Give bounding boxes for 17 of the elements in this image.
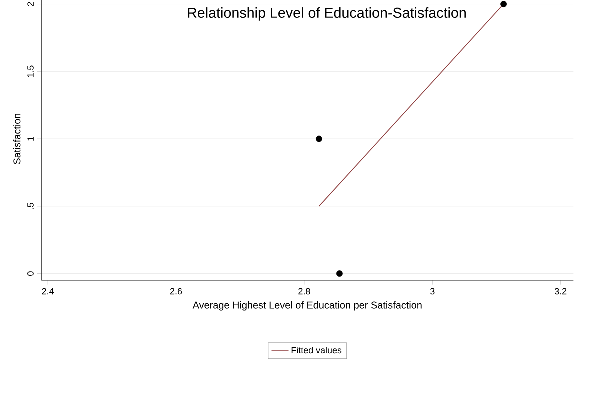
y-tick-label: 1.5 (28, 66, 34, 78)
y-tick-label: .5 (28, 203, 34, 210)
x-tick-label: 2.4 (42, 288, 54, 295)
y-axis-title: Satisfaction (13, 114, 21, 164)
point (500, 1, 507, 8)
x-tick-label: 3.2 (554, 288, 567, 295)
legend-label: Fitted values (292, 346, 342, 354)
x-tick-label: 3 (430, 288, 435, 295)
x-tick-label: 2.6 (170, 288, 182, 295)
y-tick-label: 2 (28, 2, 34, 6)
point (336, 270, 343, 278)
y-tick-label: 0 (28, 272, 34, 276)
x-tick-label: 2.8 (298, 288, 310, 295)
text: Relationship Level of Education-Satisfaction (188, 8, 466, 21)
y-tick-label: 1 (28, 136, 34, 141)
point (316, 136, 322, 142)
x-axis-title: Average Highest Level of Education per Satisfaction (192, 302, 422, 311)
